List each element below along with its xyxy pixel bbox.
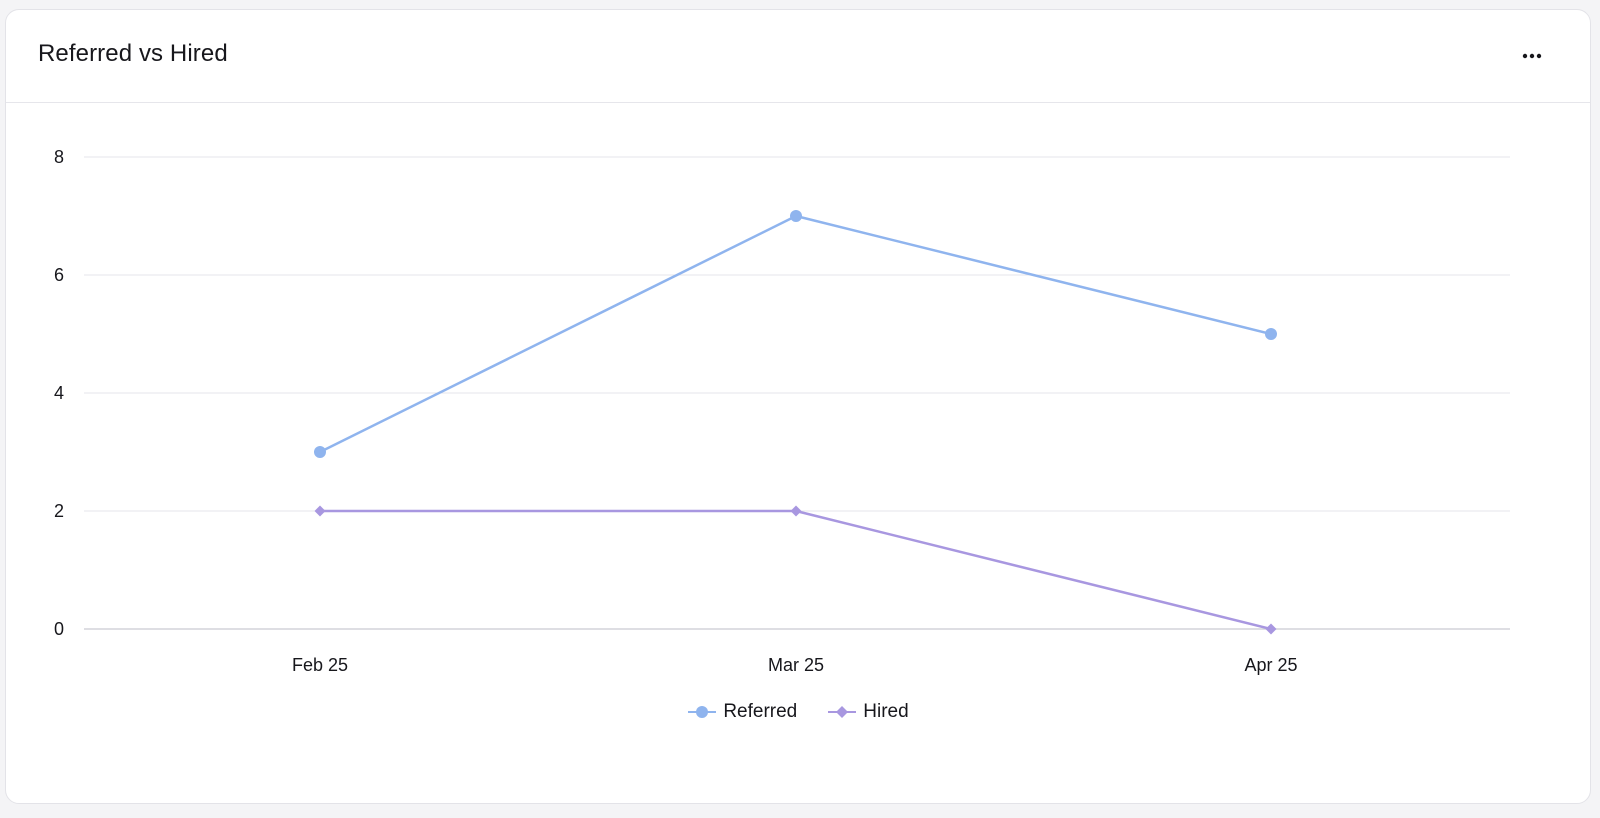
more-options-button[interactable] [1514,38,1550,74]
y-tick-label: 0 [54,619,64,639]
data-point-hired[interactable] [1265,623,1277,635]
chart-area: 0 2 4 6 8 Feb 25 Mar 25 Apr 25 Referred Hired [6,103,1590,803]
data-point-referred[interactable] [314,446,326,458]
x-tick-label: Apr 25 [1244,655,1297,675]
data-point-referred[interactable] [790,210,802,222]
line-chart: 0 2 4 6 8 Feb 25 Mar 25 Apr 25 [54,147,1510,675]
chart-title: Referred vs Hired [38,40,228,67]
y-tick-label: 8 [54,147,64,167]
x-tick-label: Feb 25 [292,655,348,675]
series-line-hired [318,509,1273,631]
more-horizontal-icon [1522,53,1542,59]
legend-referred-marker-icon [688,706,717,718]
series-line-referred [318,214,1273,454]
y-tick-label: 2 [54,501,64,521]
legend-hired-marker-icon [828,706,857,718]
chart-legend: Referred Hired [6,701,1590,723]
x-tick-label: Mar 25 [768,655,824,675]
y-tick-label: 4 [54,383,64,403]
card-header: Referred vs Hired [6,10,1590,103]
legend-item-hired[interactable]: Hired [827,701,909,723]
legend-label-referred: Referred [723,701,798,722]
chart-card: Referred vs Hired 0 2 4 6 8 Feb 25 Mar 25 Apr 2… [5,9,1591,804]
data-point-hired[interactable] [314,505,326,517]
data-point-referred[interactable] [1265,328,1277,340]
legend-label-hired: Hired [863,701,909,722]
data-point-hired[interactable] [790,505,802,517]
legend-item-referred[interactable]: Referred [687,701,797,723]
y-tick-label: 6 [54,265,64,285]
